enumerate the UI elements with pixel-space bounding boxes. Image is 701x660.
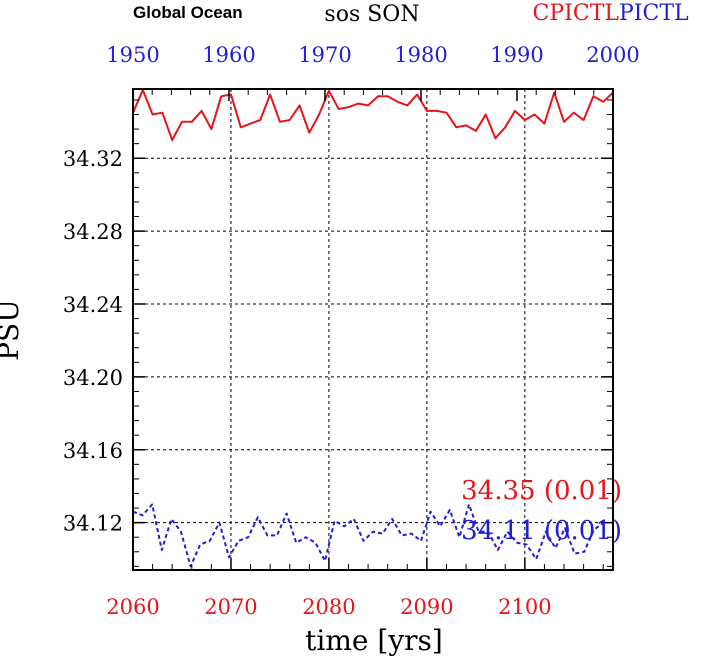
- x-axis-label: time [yrs]: [305, 624, 443, 657]
- legend-label-pictl: PICTL: [619, 1, 689, 26]
- x-top-tick-label-2: 1970: [298, 43, 351, 67]
- x-top-tick-label-0: 1950: [106, 43, 159, 67]
- annotation-cpictl-mean: 34.35 (0.01): [461, 476, 622, 506]
- x-top-tick-label-5: 2000: [586, 43, 639, 67]
- y-axis-label: PSU: [0, 299, 25, 361]
- x-bottom-tick-label-3: 2090: [400, 595, 453, 619]
- title-left: Global Ocean: [133, 3, 243, 22]
- y-tick-label-5: 34.32: [63, 147, 123, 171]
- x-top-tick-label-1: 1960: [202, 43, 255, 67]
- series-line-cpictl: [132, 89, 614, 141]
- x-bottom-tick-label-1: 2070: [204, 595, 257, 619]
- y-tick-label-4: 34.28: [63, 220, 123, 244]
- y-tick-label-1: 34.16: [63, 439, 123, 463]
- series-line-pictl: [132, 503, 605, 568]
- y-tick-label-2: 34.20: [63, 366, 123, 390]
- plot-frame: [132, 88, 614, 571]
- x-top-tick-label-4: 1990: [490, 43, 543, 67]
- y-tick-label-0: 34.12: [63, 512, 123, 536]
- y-tick-label-3: 34.24: [63, 293, 123, 317]
- x-top-tick-label-3: 1980: [394, 43, 447, 67]
- x-bottom-tick-label-4: 2100: [498, 595, 551, 619]
- legend-label-cpictl: CPICTL: [533, 1, 620, 26]
- x-bottom-tick-label-2: 2080: [302, 595, 355, 619]
- x-bottom-tick-label-0: 2060: [106, 595, 159, 619]
- series-group: [132, 89, 614, 568]
- annotation-pictl-mean: 34.11 (0.01): [461, 516, 622, 546]
- axes-group: 34.12 34.16 34.20 34.24 34.28 34.32 2060 2070 20…: [63, 43, 640, 619]
- title-center: sos SON: [324, 2, 419, 27]
